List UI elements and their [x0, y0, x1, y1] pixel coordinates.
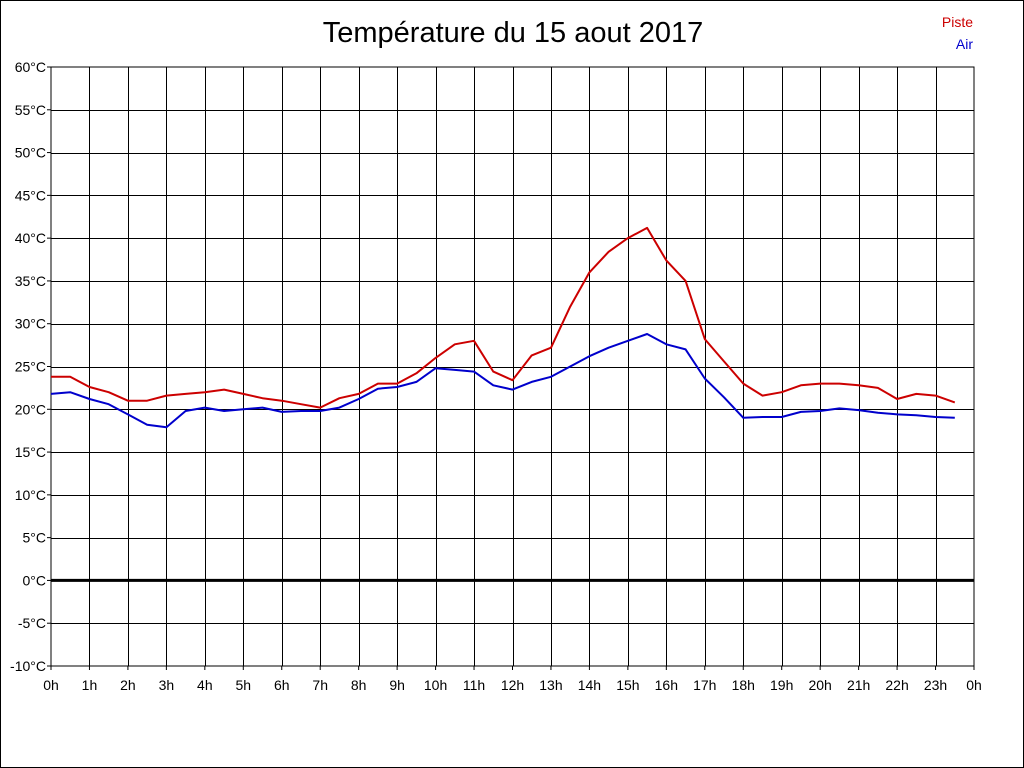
x-tick-label: 4h — [197, 677, 213, 693]
x-tick-label: 5h — [236, 677, 252, 693]
y-tick-label: 40°C — [15, 230, 46, 246]
y-tick-label: 45°C — [15, 187, 46, 203]
x-tick-label: 20h — [808, 677, 831, 693]
x-tick-label: 21h — [847, 677, 870, 693]
y-axis-ticks: 60°C 55°C 50°C 45°C 40°C 35°C 30°C 25°C 20°C 15°C… — [10, 59, 51, 674]
x-tick-label: 1h — [82, 677, 98, 693]
y-tick-label: 15°C — [15, 444, 46, 460]
x-tick-label: 19h — [770, 677, 793, 693]
legend-air: Air — [955, 36, 973, 52]
y-tick-label: 25°C — [15, 359, 46, 375]
series-line-piste — [51, 226, 956, 409]
x-tick-label: 15h — [616, 677, 639, 693]
y-tick-label: 0°C — [23, 572, 47, 588]
x-tick-label: 11h — [463, 677, 485, 693]
x-tick-label: 8h — [351, 677, 367, 693]
x-tick-label: 10h — [424, 677, 447, 693]
x-tick-label: 22h — [885, 677, 908, 693]
y-tick-label: 55°C — [15, 102, 46, 118]
y-tick-label: 30°C — [15, 316, 46, 332]
y-tick-label: -5°C — [18, 615, 46, 631]
series-group — [50, 226, 956, 429]
x-tick-label: 2h — [120, 677, 136, 693]
x-tick-label: 9h — [389, 677, 405, 693]
x-tick-label: 14h — [578, 677, 601, 693]
x-axis-ticks: 0h 1h 2h 3h 4h 5h 6h 7h 8h 9h 10h 11h 12h 13h 14h 15h 16… — [43, 666, 982, 693]
x-tick-label: 0h — [966, 677, 982, 693]
y-tick-label: 35°C — [15, 273, 46, 289]
legend-piste: Piste — [941, 14, 973, 30]
x-tick-label: 12h — [501, 677, 524, 693]
x-tick-label: 18h — [732, 677, 755, 693]
y-tick-label: 10°C — [15, 487, 46, 503]
y-tick-label: 50°C — [15, 145, 46, 161]
y-tick-label: -10°C — [10, 658, 46, 674]
y-tick-label: 60°C — [15, 59, 46, 75]
y-tick-label: 5°C — [23, 530, 47, 546]
x-tick-label: 0h — [43, 677, 59, 693]
grid-lines — [51, 67, 974, 666]
x-tick-label: 23h — [924, 677, 947, 693]
plot-area — [50, 66, 975, 667]
x-tick-label: 16h — [655, 677, 678, 693]
y-tick-label: 20°C — [15, 401, 46, 417]
x-tick-label: 7h — [312, 677, 328, 693]
series-line-air — [50, 333, 955, 429]
chart-title: Température du 15 aout 2017 — [322, 17, 704, 49]
x-tick-label: 17h — [693, 677, 716, 693]
x-tick-label: 6h — [274, 677, 290, 693]
x-tick-label: 3h — [159, 677, 175, 693]
x-tick-label: 13h — [539, 677, 562, 693]
